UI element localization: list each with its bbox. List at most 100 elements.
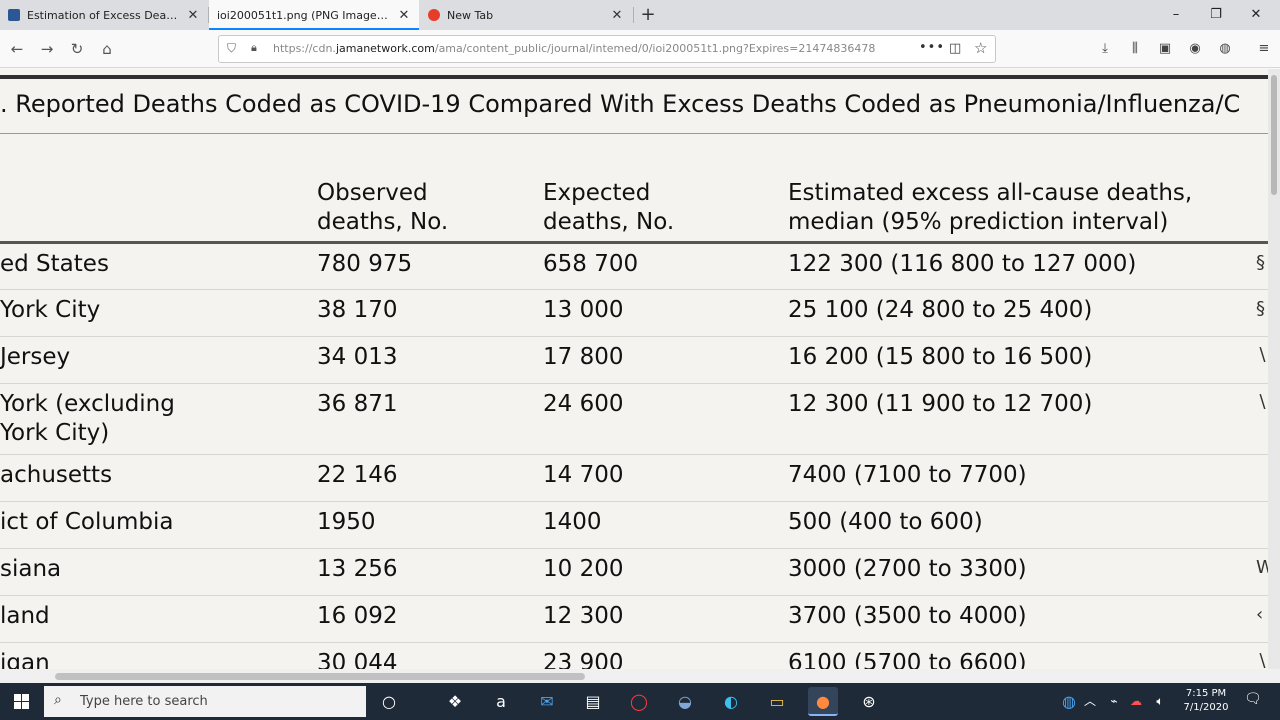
tab-png-image[interactable]: ioi200051t1.png (PNG Image, 276 ✕ (209, 0, 419, 30)
jama-favicon-icon (8, 9, 20, 21)
store-icon[interactable]: ▤ (585, 692, 601, 711)
observed-cell: 1950 (317, 509, 376, 535)
minimize-button[interactable]: – (1172, 7, 1180, 22)
table-row: igan 30 044 23 900 6100 (5700 to 6600) (0, 643, 1268, 669)
library-icon[interactable]: ⫼ (1132, 41, 1138, 56)
volume-icon[interactable]: 🔈︎ (1156, 694, 1164, 708)
observed-cell: 22 146 (317, 462, 398, 488)
observed-cell: 34 013 (317, 344, 398, 370)
amazon-icon[interactable]: a (496, 692, 506, 711)
back-arrow-icon[interactable]: ← (10, 40, 24, 58)
table-row: Jersey 34 013 17 800 16 200 (15 800 to 1… (0, 337, 1268, 384)
table-row: achusetts 22 146 14 700 7400 (7100 to 77… (0, 455, 1268, 502)
bookmark-star-icon[interactable]: ☆ (974, 39, 988, 57)
mail-icon[interactable]: ✉ (540, 692, 554, 711)
expected-cell: 14 700 (543, 462, 624, 488)
clipped-column-glyph: ∖ (1256, 392, 1268, 413)
tab-estimation-article[interactable]: Estimation of Excess Deaths As ✕ (0, 0, 208, 30)
alert-icon[interactable]: ☁ (1130, 694, 1142, 708)
close-tab-icon[interactable]: ✕ (187, 7, 199, 23)
table-row: siana 13 256 10 200 3000 (2700 to 3300) (0, 549, 1268, 596)
sidebar-icon[interactable]: ▣ (1158, 41, 1172, 56)
extension-icon[interactable]: ◍ (1219, 41, 1231, 56)
cortana-icon[interactable]: ○ (382, 692, 396, 711)
clipped-column-glyph: ∖ (1256, 651, 1268, 669)
search-placeholder: Type here to search (80, 694, 208, 709)
file-explorer-icon[interactable]: ▭ (769, 692, 785, 711)
reload-icon[interactable]: ↻ (70, 40, 84, 58)
app-icon[interactable]: ⊛ (862, 692, 876, 711)
home-icon[interactable]: ⌂ (102, 40, 112, 58)
vertical-scrollbar[interactable] (1268, 69, 1280, 669)
account-icon[interactable]: ◉ (1189, 41, 1201, 56)
taskbar-search-box[interactable]: ⌕ Type here to search (44, 686, 366, 717)
tab-separator (208, 7, 209, 23)
pocket-icon[interactable]: ◫ (949, 41, 962, 56)
notification-center-icon[interactable]: 🗨︎ (1244, 691, 1262, 707)
observed-cell: 16 092 (317, 603, 398, 629)
url-prefix: https://cdn. (273, 42, 336, 55)
tab-title: ioi200051t1.png (PNG Image, 276 (217, 8, 391, 22)
address-bar[interactable]: ⛉ 🔒︎ https://cdn.jamanetwork.com/ama/con… (218, 35, 996, 63)
column-header-excess: Estimated excess all-cause deaths, media… (788, 180, 1193, 235)
observed-cell: 13 256 (317, 556, 398, 582)
location-cell: siana (0, 556, 62, 582)
excess-cell: 500 (400 to 600) (788, 509, 983, 535)
firefox-favicon-icon (428, 9, 440, 21)
new-tab-button[interactable]: + (640, 4, 656, 25)
excess-cell: 122 300 (116 800 to 127 000) (788, 251, 1137, 277)
excess-cell: 12 300 (11 900 to 12 700) (788, 391, 1093, 417)
location-cell: York City (0, 297, 101, 323)
tray-app-icon[interactable]: ◍ (1062, 692, 1076, 711)
top-rule (0, 75, 1268, 79)
location-cell: ed States (0, 251, 109, 277)
location-cell: land (0, 603, 50, 629)
tab-separator (633, 7, 634, 23)
menu-icon[interactable]: ≡ (1258, 41, 1270, 56)
tracking-shield-icon[interactable]: ⛉ (227, 41, 237, 55)
expected-cell: 13 000 (543, 297, 624, 323)
vpn-icon[interactable]: ◒ (678, 692, 692, 711)
location-cell: igan (0, 650, 50, 669)
page-actions-icon[interactable]: ••• (919, 40, 946, 55)
downloads-icon[interactable]: ⤓ (1102, 41, 1108, 56)
close-tab-icon[interactable]: ✕ (611, 7, 623, 23)
system-clock[interactable]: 7:15 PM 7/1/2020 (1180, 687, 1232, 715)
maximize-button[interactable]: ❐ (1210, 7, 1222, 22)
clipped-column-glyph: § (1256, 252, 1265, 273)
table-row: ict of Columbia 1950 1400 500 (400 to 60… (0, 502, 1268, 549)
vertical-scroll-thumb[interactable] (1271, 75, 1277, 195)
network-icon[interactable]: ⌁ (1110, 694, 1118, 708)
excess-cell: 3700 (3500 to 4000) (788, 603, 1027, 629)
excess-cell: 6100 (5700 to 6600) (788, 650, 1027, 669)
close-tab-icon[interactable]: ✕ (398, 7, 410, 23)
clock-date: 7/1/2020 (1183, 702, 1229, 713)
tab-new-tab[interactable]: New Tab ✕ (420, 0, 632, 30)
observed-cell: 38 170 (317, 297, 398, 323)
clipped-column-glyph: ‹ (1256, 604, 1264, 625)
firefox-taskbar-icon[interactable]: ● (808, 687, 838, 716)
clipped-column-glyph: § (1256, 298, 1265, 319)
close-window-button[interactable]: ✕ (1250, 7, 1262, 22)
horizontal-scroll-thumb[interactable] (55, 673, 585, 680)
start-button[interactable] (0, 683, 44, 720)
windows-logo-icon (14, 694, 29, 709)
horizontal-scrollbar[interactable] (0, 669, 1280, 683)
image-viewport: . Reported Deaths Coded as COVID-19 Comp… (0, 69, 1268, 669)
url-text[interactable]: https://cdn.jamanetwork.com/ama/content_… (273, 42, 913, 55)
lock-icon[interactable]: 🔒︎ (251, 41, 257, 54)
opera-icon[interactable]: ◯ (630, 692, 648, 711)
excess-cell: 7400 (7100 to 7700) (788, 462, 1027, 488)
search-icon: ⌕ (54, 692, 62, 708)
expected-cell: 1400 (543, 509, 602, 535)
url-path: /ama/content_public/journal/intemed/0/io… (434, 42, 876, 55)
forward-arrow-icon[interactable]: → (40, 40, 54, 58)
observed-cell: 780 975 (317, 251, 413, 277)
show-hidden-icons-icon[interactable]: ︿ (1083, 694, 1096, 708)
excess-cell: 3000 (2700 to 3300) (788, 556, 1027, 582)
column-header-expected: Expected deaths, No. (543, 180, 675, 235)
url-domain: jamanetwork.com (335, 42, 435, 55)
edge-icon[interactable]: ◐ (724, 692, 738, 711)
dropbox-icon[interactable]: ❖ (447, 692, 463, 711)
location-cell: York (excluding York City) (0, 391, 175, 446)
